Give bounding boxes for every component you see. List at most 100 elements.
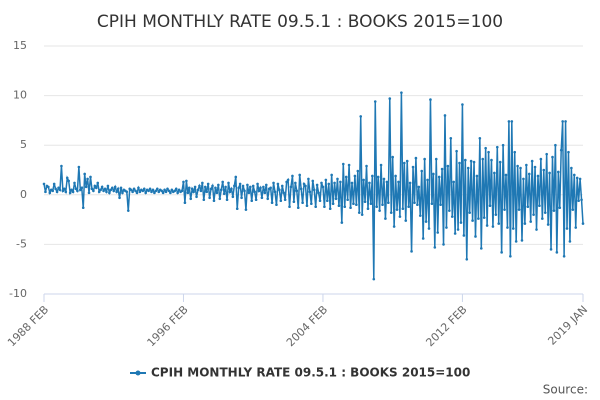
data-point [571, 208, 575, 211]
data-point [536, 174, 540, 178]
data-point [315, 183, 319, 187]
data-point [206, 182, 210, 186]
data-point [526, 205, 530, 209]
data-point [44, 190, 47, 194]
data-point [106, 184, 110, 188]
data-point [180, 189, 184, 193]
data-point [196, 188, 200, 192]
data-point [330, 173, 333, 177]
legend-label: CPIH MONTHLY RATE 09.5.1 : BOOKS 2015=10… [151, 366, 470, 380]
data-point [221, 180, 224, 184]
data-point [291, 174, 294, 178]
data-point [462, 234, 466, 237]
data-point [177, 188, 181, 192]
data-point [323, 205, 326, 209]
data-point [131, 190, 134, 194]
data-point [346, 198, 349, 202]
y-tick-label: 15 [13, 39, 27, 52]
data-point [339, 180, 342, 184]
data-point [561, 120, 564, 123]
data-point [382, 177, 386, 181]
data-point [474, 235, 477, 238]
data-point [365, 164, 368, 168]
data-point [58, 188, 62, 192]
data-point [535, 228, 538, 231]
data-point [529, 220, 532, 223]
data-point [513, 150, 517, 154]
data-point [520, 239, 524, 242]
data-point [327, 182, 331, 186]
data-point [334, 197, 338, 201]
data-point [427, 227, 431, 230]
data-point [527, 172, 531, 176]
data-point [378, 209, 381, 212]
data-point [100, 185, 104, 189]
data-point [147, 189, 150, 193]
data-point [388, 97, 392, 100]
data-point [42, 182, 46, 186]
data-point [532, 213, 535, 216]
data-point [480, 247, 483, 250]
chart-title: CPIH MONTHLY RATE 09.5.1 : BOOKS 2015=10… [97, 12, 503, 32]
data-point [477, 217, 480, 220]
data-point [341, 162, 345, 166]
data-point [109, 188, 113, 192]
data-point [321, 185, 325, 189]
data-point [298, 173, 301, 177]
data-point [328, 207, 332, 210]
data-point [129, 188, 133, 192]
data-point [304, 184, 307, 188]
data-point [173, 189, 177, 193]
data-point [76, 189, 79, 193]
data-point [193, 185, 197, 189]
data-point [387, 201, 390, 205]
data-point [581, 222, 585, 225]
data-point [285, 180, 288, 184]
data-point [481, 157, 485, 161]
data-point [485, 224, 489, 227]
data-point [565, 227, 569, 230]
data-point [381, 203, 384, 207]
data-point [432, 172, 435, 176]
data-point [500, 251, 503, 254]
data-point [307, 177, 310, 181]
data-point [372, 277, 376, 281]
data-point [455, 149, 458, 153]
data-point [317, 191, 320, 195]
data-point [336, 177, 339, 181]
data-point [224, 185, 227, 189]
x-tick-label: 2012 FEB [423, 303, 469, 349]
data-point [494, 213, 498, 216]
data-point [333, 181, 336, 185]
data-point [359, 115, 363, 118]
data-point [174, 187, 178, 191]
data-point [446, 164, 450, 168]
data-point [61, 189, 65, 193]
data-point [212, 199, 216, 203]
y-tick-label: 10 [13, 89, 27, 102]
data-point [266, 197, 270, 201]
data-point [148, 187, 152, 191]
data-point [219, 188, 223, 192]
data-point [233, 184, 236, 188]
data-point [48, 191, 52, 195]
data-point [170, 188, 174, 192]
data-point [192, 190, 195, 194]
data-point [92, 189, 95, 193]
data-point [324, 178, 328, 182]
data-point [343, 205, 347, 209]
data-point [64, 190, 68, 194]
data-point [299, 187, 303, 191]
data-point [373, 100, 377, 103]
data-point [73, 181, 76, 185]
data-point [530, 159, 534, 163]
data-point [366, 207, 370, 210]
data-point [538, 204, 541, 208]
data-point [487, 150, 490, 154]
data-point [57, 186, 60, 190]
data-point [424, 220, 428, 223]
data-point [417, 185, 421, 189]
data-point [311, 179, 315, 183]
data-point [437, 175, 441, 179]
data-point [102, 189, 105, 193]
